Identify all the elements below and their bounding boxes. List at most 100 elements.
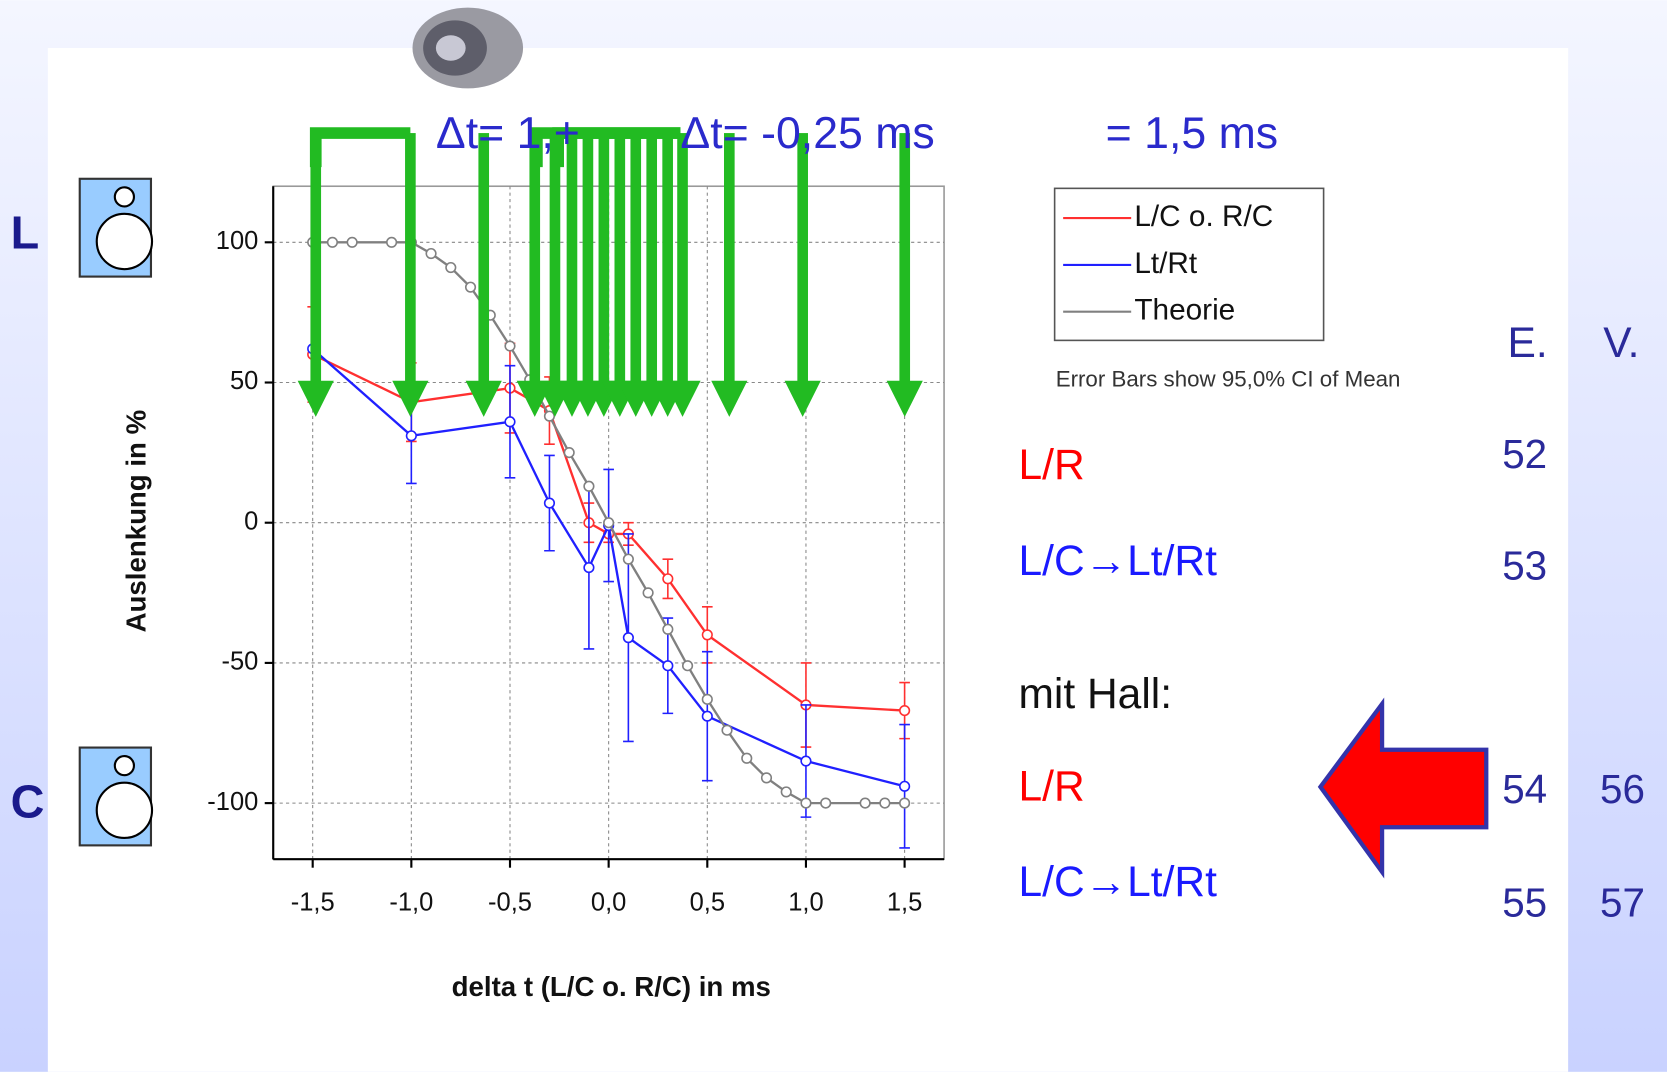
column-header: E. [1508, 320, 1548, 367]
y-tick-label: -100 [207, 788, 258, 816]
speaker-image [412, 7, 524, 89]
row-label: L/C→Lt/Rt [1018, 538, 1217, 585]
y-tick-label: -50 [221, 648, 258, 676]
green-arrow-shaft [677, 133, 688, 383]
point [405, 430, 417, 442]
point [583, 480, 595, 492]
speaker-label: L [11, 207, 40, 259]
green-arrow-shaft [405, 133, 416, 383]
green-arrow-head [392, 380, 429, 417]
green-arrow-shaft [723, 133, 735, 383]
x-tick-label: -1,5 [291, 889, 335, 917]
point [701, 629, 713, 641]
point [425, 247, 437, 260]
row-number: 56 [1600, 766, 1645, 812]
point [583, 561, 595, 574]
point [603, 517, 615, 529]
legend-box [1053, 187, 1325, 342]
x-tick-label: 0,0 [591, 889, 626, 917]
point [386, 236, 398, 248]
y-axis-title: Auslenkung in % [121, 410, 152, 633]
row-label: L/R [1018, 763, 1084, 810]
point [543, 410, 556, 422]
point [899, 704, 911, 717]
row-label: L/R [1018, 442, 1084, 489]
green-arrow-head [664, 380, 701, 417]
point [563, 447, 575, 459]
point [800, 797, 812, 809]
delay-label: = 1,5 ms [1106, 109, 1278, 158]
point [721, 724, 733, 736]
row-number: 53 [1502, 543, 1547, 589]
point [543, 497, 556, 509]
row-label: L/C→Lt/Rt [1018, 859, 1217, 906]
point [662, 623, 674, 635]
green-arrow-shaft [582, 133, 594, 383]
legend-label: Theorie [1134, 294, 1235, 327]
green-arrow-shaft [529, 133, 541, 383]
y-tick-label: 0 [244, 507, 258, 535]
x-axis-title: delta t (L/C o. R/C) in ms [452, 971, 771, 1002]
x-tick-label: -1,0 [389, 889, 433, 917]
green-arrow-shaft [614, 133, 626, 383]
point [622, 632, 634, 644]
point [899, 797, 911, 809]
row-number: 54 [1502, 766, 1547, 812]
point [879, 797, 891, 809]
point [642, 587, 654, 599]
red-arrow [1317, 697, 1489, 879]
x-tick-label: 1,0 [788, 889, 823, 917]
y-tick-label: 50 [230, 367, 258, 395]
green-arrow-shaft [630, 133, 642, 383]
green-arrow-shaft [662, 133, 673, 383]
point [662, 573, 674, 585]
green-arrow-shaft [598, 133, 610, 383]
point [800, 755, 812, 767]
point [445, 261, 457, 274]
point [820, 797, 832, 809]
point [701, 710, 713, 722]
row-number: 52 [1502, 431, 1547, 477]
point [701, 693, 713, 705]
row-number: 55 [1502, 880, 1547, 926]
point [859, 797, 871, 809]
x-tick-label: 0,5 [690, 889, 725, 917]
green-arrow-head [886, 380, 923, 417]
speaker-label: C [11, 775, 45, 827]
legend-label: L/C o. R/C [1134, 200, 1273, 233]
x-tick-label: -0,5 [488, 889, 532, 917]
green-arrow-head [297, 380, 334, 417]
note: Error Bars show 95,0% CI of Mean [1056, 367, 1401, 392]
green-arrow-shaft [646, 133, 658, 383]
point [464, 281, 477, 293]
green-arrow-shaft [899, 133, 911, 383]
point [760, 772, 773, 784]
row-number: 57 [1600, 880, 1645, 926]
point [326, 236, 338, 248]
delay-label: Δt= -0,25 ms [680, 109, 934, 158]
green-arrow-shaft [310, 133, 322, 383]
green-arrow-shaft [549, 133, 561, 383]
point [780, 786, 792, 798]
green-arrow-shaft [566, 133, 578, 383]
point [681, 660, 694, 672]
y-tick-label: 100 [216, 227, 259, 255]
green-arrow-shaft [478, 133, 490, 383]
green-arrow-head [465, 380, 502, 417]
point [504, 416, 516, 428]
column-header: V. [1603, 320, 1639, 367]
green-arrow-head [784, 380, 821, 417]
green-arrow-head [711, 380, 748, 417]
green-arrow-shaft [797, 133, 808, 383]
point [622, 553, 634, 565]
point [899, 780, 911, 792]
point [504, 340, 516, 352]
legend-label: Lt/Rt [1134, 247, 1198, 280]
point [741, 752, 753, 764]
point [346, 236, 358, 248]
speaker-box [78, 746, 154, 847]
row-label: mit Hall: [1018, 671, 1172, 718]
x-tick-label: 1,5 [887, 889, 922, 917]
speaker-box [78, 177, 154, 278]
